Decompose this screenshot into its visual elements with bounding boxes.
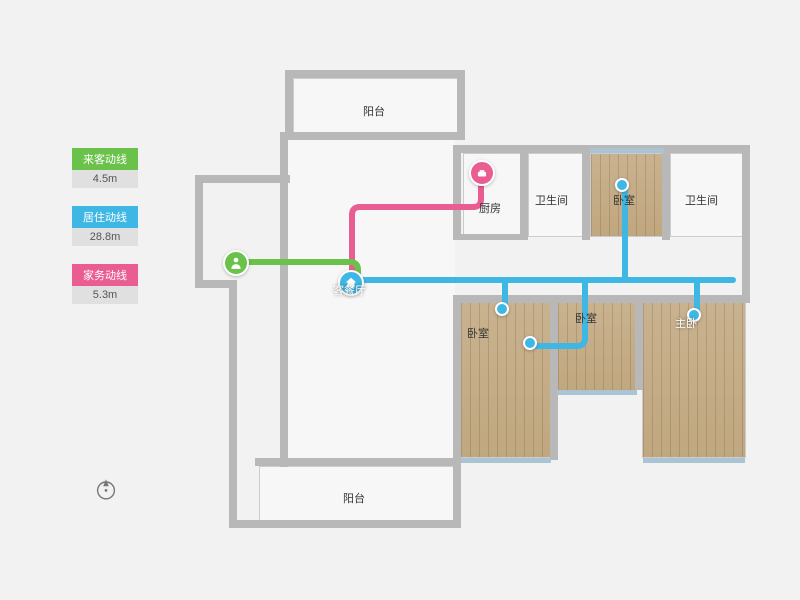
legend: 来客动线 4.5m 居住动线 28.8m 家务动线 5.3m: [72, 148, 138, 322]
wall-segment: [229, 520, 459, 528]
floor-plan: 阳台厨房卫生间卧室卫生间卧室卧室主卧阳台客餐厅: [195, 70, 750, 530]
room-label: 主卧: [675, 315, 697, 331]
legend-item-living: 居住动线 28.8m: [72, 206, 138, 246]
window: [643, 458, 745, 463]
wall-segment: [285, 70, 465, 78]
legend-value: 28.8m: [72, 228, 138, 246]
legend-title: 来客动线: [72, 148, 138, 170]
room-label: 卧室: [575, 310, 597, 326]
wall-segment: [457, 70, 465, 140]
wall-segment: [742, 145, 750, 300]
wall-segment: [229, 280, 237, 460]
wall-segment: [662, 145, 670, 240]
wall-segment: [582, 145, 590, 240]
legend-title: 家务动线: [72, 264, 138, 286]
room-label: 卫生间: [535, 192, 568, 208]
room-label: 厨房: [479, 200, 501, 216]
legend-item-chores: 家务动线 5.3m: [72, 264, 138, 304]
room-label: 卫生间: [685, 192, 718, 208]
room-label: 客餐厅: [333, 282, 366, 298]
wall-segment: [453, 295, 461, 465]
room-label: 阳台: [363, 103, 385, 119]
room-label: 卧室: [467, 325, 489, 341]
room: [288, 140, 455, 460]
wall-segment: [520, 145, 528, 240]
wall-segment: [195, 175, 203, 285]
wall-segment: [453, 295, 750, 303]
compass-icon: [92, 475, 120, 503]
window: [461, 458, 551, 463]
person-node-icon: [223, 250, 249, 276]
legend-value: 5.3m: [72, 286, 138, 304]
room: [557, 302, 637, 392]
wall-segment: [453, 234, 525, 240]
window: [590, 148, 664, 153]
dot-node-icon: [615, 178, 629, 192]
dot-node-icon: [495, 302, 509, 316]
window: [557, 390, 637, 395]
dot-node-icon: [523, 336, 537, 350]
room-label: 卧室: [613, 192, 635, 208]
wall-segment: [195, 175, 290, 183]
wall-segment: [453, 145, 461, 240]
wall-segment: [285, 132, 465, 140]
wall-segment: [229, 458, 237, 528]
legend-item-guest: 来客动线 4.5m: [72, 148, 138, 188]
wall-segment: [550, 295, 558, 460]
wall-segment: [285, 70, 293, 140]
legend-value: 4.5m: [72, 170, 138, 188]
room-label: 阳台: [343, 490, 365, 506]
wall-segment: [635, 295, 643, 390]
legend-title: 居住动线: [72, 206, 138, 228]
wall-segment: [453, 458, 461, 528]
pot-node-icon: [469, 160, 495, 186]
wall-segment: [280, 132, 288, 467]
